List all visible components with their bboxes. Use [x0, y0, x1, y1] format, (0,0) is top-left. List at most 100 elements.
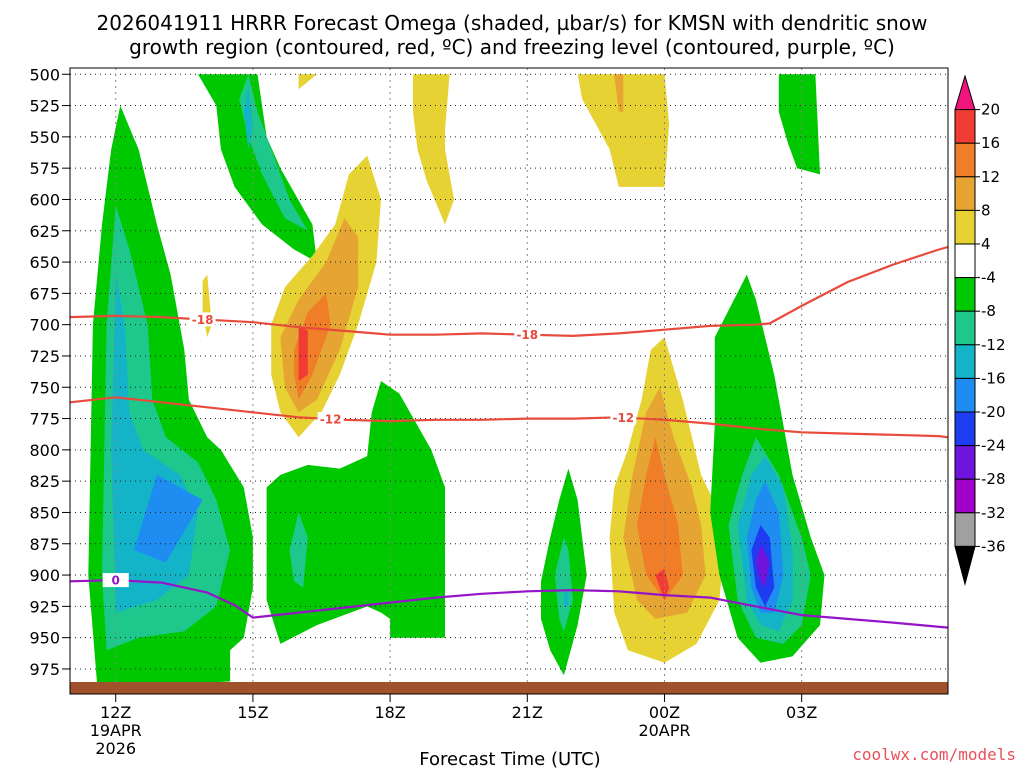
colorbar-label-7: -12: [981, 336, 1006, 354]
colorbar-bin-7: [954, 310, 976, 346]
isotherm-line-1: [69, 396, 949, 439]
omega-cell-red-center: [298, 324, 308, 381]
isotherm-label-1-1: -12: [612, 411, 634, 425]
y-tick-label-875: 875: [29, 535, 60, 554]
colorbar-arrow-top: [954, 74, 976, 111]
y-tick-label-625: 625: [29, 222, 60, 241]
y-tick-label-575: 575: [29, 159, 60, 178]
y-tick-label-925: 925: [29, 597, 60, 616]
x-tick-label-15Z: 15Z: [237, 703, 268, 722]
chart-title-line-2: growth region (contoured, red, ºC) and f…: [129, 35, 895, 59]
x-tick-label-00Z: 00Z: [649, 703, 680, 722]
y-tick-label-525: 525: [29, 97, 60, 116]
colorbar-label-12: -32: [981, 504, 1006, 522]
omega-cell-blue-main-left: [134, 474, 203, 563]
isotherm-label-bg-1-1: [610, 410, 637, 425]
credit-text[interactable]: coolwx.com/models: [852, 745, 1016, 764]
colorbar-arrow-bottom: [954, 545, 976, 586]
x-tick-sublabel-00Z: 20APR: [638, 721, 690, 740]
y-tick-label-975: 975: [29, 660, 60, 679]
y-tick-label-500: 500: [29, 65, 60, 84]
isotherm-label-bg-2-0: [102, 573, 129, 588]
y-tick-label-600: 600: [29, 190, 60, 209]
y-tick-label-650: 650: [29, 253, 60, 272]
omega-cell-yellow-top-18z: [413, 74, 455, 225]
colorbar-bin-10: [954, 411, 976, 447]
colorbar-label-10: -24: [981, 437, 1006, 455]
colorbar-label-0: 20: [981, 101, 1000, 119]
contour-labels: -18 -18 -12 -12 0: [102, 312, 637, 588]
colorbar-bin-11: [954, 445, 976, 480]
isotherm-label-0-0: -18: [192, 313, 214, 327]
colorbar-bin-12: [954, 478, 976, 514]
x-tick-label-21Z: 21Z: [512, 703, 543, 722]
colorbar-bin-1: [954, 109, 976, 144]
isotherm-label-bg-0-0: [189, 312, 216, 327]
plot-area: -18 -18 -12 -12 0: [69, 67, 949, 695]
isotherm-label-1-0: -12: [320, 413, 342, 427]
colorbar-label-3: 8: [981, 201, 991, 219]
y-tick-label-550: 550: [29, 128, 60, 147]
colorbar-label-5: -4: [981, 269, 996, 287]
colorbar-bin-6: [954, 277, 976, 312]
omega-cell-darkorange-mid-23z: [637, 437, 683, 601]
isotherm-label-bg-1-0: [317, 412, 344, 427]
colorbar-bin-4: [954, 209, 976, 245]
colorbar: 20 16 12 8 4 -4 -8 -12 -16 -20 -24 -28 -32 -36: [954, 74, 1006, 586]
omega-cell-purple-mid-26z: [755, 543, 770, 588]
y-tick-label-675: 675: [29, 284, 60, 303]
y-tick-label-725: 725: [29, 347, 60, 366]
omega-cell-orange-top-23z: [614, 74, 624, 112]
isotherm-label-bg-0-1: [514, 327, 541, 342]
y-tick-label-850: 850: [29, 503, 60, 522]
y-axis: 500 525 550 575 600 625 650 675 700 725 750 775 800 8…: [29, 65, 70, 679]
y-tick-label-700: 700: [29, 316, 60, 335]
x-tick-label-18Z: 18Z: [374, 703, 405, 722]
isotherm-line-2: [69, 578, 949, 629]
x-tick-label-12Z: 12Z: [100, 703, 131, 722]
y-tick-label-775: 775: [29, 410, 60, 429]
colorbar-label-1: 16: [981, 134, 1000, 152]
y-tick-label-800: 800: [29, 441, 60, 460]
y-tick-label-750: 750: [29, 378, 60, 397]
x-tick-sublabel2-12Z: 2026: [95, 739, 136, 758]
contour-lines: [69, 245, 949, 629]
omega-cell-cyan-top-15z: [239, 74, 308, 231]
omega-cell-yellow-small-16z: [298, 74, 317, 90]
isotherm-label-2-0: 0: [112, 574, 120, 588]
colorbar-bin-3: [954, 176, 976, 211]
omega-cell-green-top-26z: [778, 74, 820, 175]
omega-cell-lightblue-top-15z: [243, 86, 253, 150]
isotherm-label-0-1: -18: [516, 328, 538, 342]
colorbar-label-6: -8: [981, 302, 996, 320]
colorbar-label-13: -36: [981, 537, 1006, 555]
colorbar-bin-2: [954, 142, 976, 178]
colorbar-label-2: 12: [981, 168, 1000, 186]
colorbar-bin-8: [954, 344, 976, 379]
plot-frame: [69, 67, 949, 695]
colorbar-label-11: -28: [981, 470, 1006, 488]
terrain-band: [70, 682, 948, 694]
x-axis-label: Forecast Time (UTC): [419, 749, 600, 768]
omega-cell-cyan-mid-left: [289, 512, 308, 588]
colorbar-bin-5: [954, 243, 976, 279]
y-tick-label-900: 900: [29, 566, 60, 585]
colorbar-label-4: 4: [981, 235, 991, 253]
colorbar-label-9: -20: [981, 403, 1006, 421]
omega-cell-cyan-21z: [554, 537, 573, 632]
grid-lines: [70, 68, 948, 694]
omega-cell-lightblue-21z: [563, 590, 569, 607]
x-tick-label-03Z: 03Z: [786, 703, 817, 722]
y-tick-label-825: 825: [29, 472, 60, 491]
colorbar-label-8: -16: [981, 369, 1006, 387]
isotherm-line-0: [69, 245, 949, 338]
y-tick-label-950: 950: [29, 629, 60, 648]
x-tick-sublabel-12Z: 19APR: [90, 721, 142, 740]
omega-cell-red-mid-23z: [655, 568, 670, 601]
colorbar-bin-13: [954, 512, 976, 547]
colorbar-bin-9: [954, 377, 976, 413]
omega-cell-yellow-top-23z: [577, 74, 670, 187]
chart-title-line-1: 2026041911 HRRR Forecast Omega (shaded, …: [97, 11, 928, 35]
